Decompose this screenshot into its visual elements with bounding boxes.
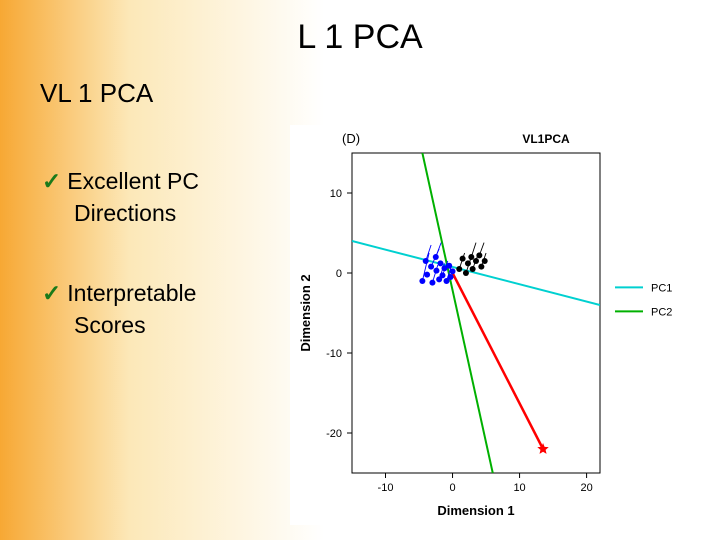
cluster2-point: [460, 256, 466, 262]
bullet-2: ✓Interpretable: [42, 280, 196, 307]
cluster1-point: [429, 280, 435, 286]
bullet-1-line-2: Directions: [74, 200, 176, 227]
bullet-1: ✓Excellent PC: [42, 168, 199, 195]
cluster2-point: [478, 264, 484, 270]
y-tick-label: -10: [326, 348, 342, 360]
cluster1-point: [439, 272, 445, 278]
x-tick-label: -10: [378, 482, 394, 494]
check-icon: ✓: [42, 280, 61, 306]
y-tick-label: 0: [336, 268, 342, 280]
slide-subtitle: VL 1 PCA: [40, 78, 153, 109]
cluster1-point: [450, 268, 456, 274]
pc-line: [422, 153, 492, 473]
cluster2-point: [465, 260, 471, 266]
cluster2-point: [468, 254, 474, 260]
legend-label: PC2: [651, 306, 672, 318]
x-axis-label: Dimension 1: [437, 503, 514, 518]
cluster2-point: [456, 266, 462, 272]
cluster2-point: [476, 252, 482, 258]
panel-label: (D): [342, 131, 360, 146]
slide-title: L 1 PCA: [0, 18, 720, 57]
outlier-star: [537, 443, 548, 454]
y-axis-label: Dimension 2: [298, 274, 313, 351]
cluster1-point: [448, 274, 454, 280]
x-tick-label: 10: [513, 482, 525, 494]
bullet-1-line-1: Excellent PC: [67, 168, 199, 194]
pca-chart: (D) VL1PCA -10 0 10 20 -20 -10 0 10 Dimension 1 Dim…: [290, 125, 710, 525]
cluster2-point: [463, 270, 469, 276]
chart-svg: (D) VL1PCA -10 0 10 20 -20 -10 0 10 Dimension 1 Dim…: [290, 125, 710, 525]
chart-title: VL1PCA: [522, 132, 570, 146]
cluster2-point: [473, 258, 479, 264]
bullet-2-line-1: Interpretable: [67, 280, 196, 306]
pc-line: [352, 241, 600, 305]
cluster1-point: [446, 263, 452, 269]
outlier-vector: [453, 273, 543, 449]
y-tick-label: -20: [326, 428, 342, 440]
cluster2-point: [482, 258, 488, 264]
cluster2-point: [470, 266, 476, 272]
bullet-2-line-2: Scores: [74, 312, 146, 339]
x-tick-label: 0: [449, 482, 455, 494]
cluster1-point: [437, 260, 443, 266]
plot-box: [352, 153, 600, 473]
x-tick-label: 20: [580, 482, 592, 494]
legend-label: PC1: [651, 282, 672, 294]
check-icon: ✓: [42, 168, 61, 194]
cluster1-point: [433, 268, 439, 274]
cluster1-point: [433, 254, 439, 260]
cluster1-point: [424, 272, 430, 278]
cluster1-point: [428, 264, 434, 270]
cluster1-point: [419, 278, 425, 284]
y-tick-label: 10: [330, 188, 342, 200]
slide: L 1 PCA VL 1 PCA ✓Excellent PC Direction…: [0, 0, 720, 540]
cluster1-point: [423, 258, 429, 264]
